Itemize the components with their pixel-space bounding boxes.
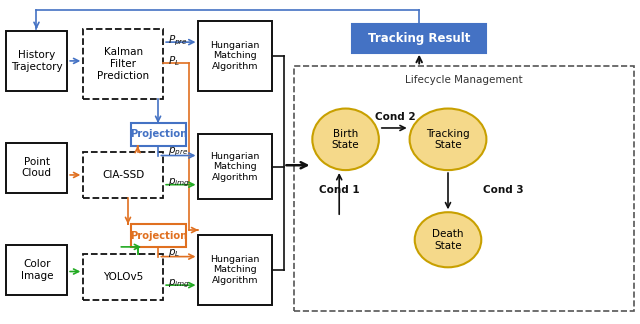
Text: $p_L$: $p_L$ [168, 247, 180, 260]
FancyBboxPatch shape [198, 235, 272, 305]
Text: Cond 1: Cond 1 [319, 185, 360, 194]
Ellipse shape [410, 109, 486, 170]
FancyBboxPatch shape [83, 152, 163, 198]
Text: $P_{pre}$: $P_{pre}$ [168, 33, 188, 48]
Text: History
Trajectory: History Trajectory [11, 50, 63, 72]
Text: Lifecycle Management: Lifecycle Management [405, 75, 523, 86]
Text: Hungarian
Matching
Algorithm: Hungarian Matching Algorithm [211, 41, 260, 71]
Text: YOLOv5: YOLOv5 [103, 272, 143, 282]
FancyBboxPatch shape [6, 31, 67, 91]
Ellipse shape [415, 212, 481, 267]
FancyBboxPatch shape [198, 134, 272, 199]
FancyBboxPatch shape [131, 224, 186, 247]
Text: Color
Image: Color Image [20, 259, 53, 281]
Ellipse shape [312, 109, 379, 170]
Text: Cond 3: Cond 3 [483, 185, 524, 194]
FancyBboxPatch shape [352, 24, 486, 53]
Text: Birth
State: Birth State [332, 129, 360, 150]
Text: $p_{pre}$: $p_{pre}$ [168, 146, 188, 158]
FancyBboxPatch shape [6, 143, 67, 193]
Text: Point
Cloud: Point Cloud [22, 157, 52, 179]
Text: CIA-SSD: CIA-SSD [102, 170, 145, 180]
FancyBboxPatch shape [83, 29, 163, 99]
Text: Death
State: Death State [432, 229, 464, 250]
Text: Projection: Projection [130, 130, 187, 139]
Text: Kalman
Filter
Prediction: Kalman Filter Prediction [97, 47, 149, 81]
Text: $p_{img}$: $p_{img}$ [168, 177, 189, 189]
FancyBboxPatch shape [131, 123, 186, 146]
Text: Hungarian
Matching
Algorithm: Hungarian Matching Algorithm [211, 152, 260, 182]
FancyBboxPatch shape [83, 254, 163, 300]
FancyBboxPatch shape [198, 21, 272, 91]
Text: Hungarian
Matching
Algorithm: Hungarian Matching Algorithm [211, 255, 260, 284]
Text: $P_L$: $P_L$ [168, 55, 180, 68]
Text: Cond 2: Cond 2 [374, 112, 415, 122]
Text: $p_{img}$: $p_{img}$ [168, 277, 189, 290]
Text: Projection: Projection [130, 231, 187, 240]
Text: Tracking Result: Tracking Result [368, 32, 470, 45]
FancyBboxPatch shape [6, 245, 67, 295]
Text: Tracking
State: Tracking State [426, 129, 470, 150]
